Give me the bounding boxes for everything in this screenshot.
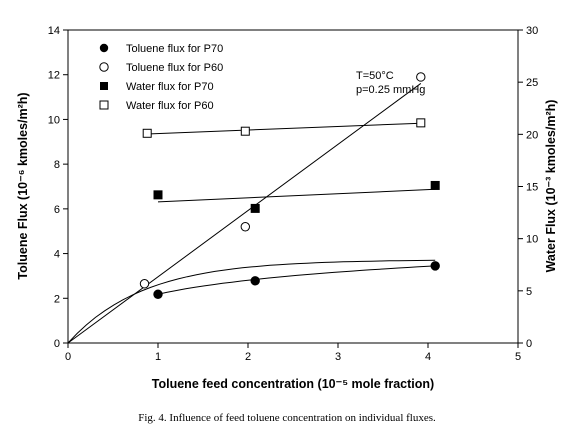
y-right-tick-label: 25 [526,77,538,89]
fit-line [67,83,422,344]
data-point-toluene-p70 [153,289,163,299]
y-right-tick-label: 0 [526,338,532,350]
fit-lines [67,83,436,344]
fit-curve [157,265,436,295]
legend-marker-filled-square [100,82,108,90]
y-right-tick-label: 20 [526,129,538,141]
x-tick-label: 0 [65,351,71,363]
annotation-pressure: p=0.25 mmHg [356,84,425,96]
x-tick-label: 5 [515,351,521,363]
annotation-temperature: T=50°C [356,70,394,82]
data-markers [139,72,440,299]
legend-label: Water flux for P60 [126,100,214,112]
fit-curve [67,259,436,344]
data-point-toluene-p70 [430,261,440,271]
legend-label: Water flux for P70 [126,81,214,93]
x-tick-label: 1 [155,351,161,363]
y-left-tick-label: 2 [54,293,60,305]
x-tick-label: 2 [245,351,251,363]
y-axis-right-label: Water Flux (10⁻³ kmoles/m²h) [544,100,558,273]
fit-line [147,122,421,135]
data-point-water-p70 [250,203,260,213]
x-tick-label: 4 [425,351,431,363]
data-point-water-p70 [153,190,163,200]
legend-marker-open-circle [99,62,109,72]
legend-marker-open-square [99,100,109,110]
data-point-toluene-p70 [250,276,260,286]
data-point-water-p60 [142,128,152,138]
y-left-tick-label: 8 [54,159,60,171]
plot-border [67,29,519,344]
y-left-tick-label: 14 [48,25,60,37]
y-right-tick-label: 5 [526,286,532,298]
data-point-water-p60 [416,118,426,128]
y-right-tick-label: 15 [526,182,538,194]
legend-marker-filled-circle [99,43,109,53]
y-right-tick-label: 30 [526,25,538,37]
figure-caption: Fig. 4. Influence of feed toluene concen… [138,412,436,424]
legend-label: Toluene flux for P70 [126,43,223,55]
x-tick-label: 3 [335,351,341,363]
data-point-water-p60 [240,126,250,136]
data-point-toluene-p60 [240,222,251,232]
legend: Toluene flux for P70 Toluene flux for P60… [99,43,223,112]
y-left-tick-label: 12 [48,70,60,82]
y-axis-left-label: Toluene Flux (10⁻⁶ kmoles/m²h) [16,92,30,279]
data-point-toluene-p60 [139,279,150,289]
y-left-tick-label: 10 [48,114,60,126]
data-point-water-p70 [430,180,440,190]
x-axis-label: Toluene feed concentration (10⁻⁵ mole fr… [152,377,434,391]
y-left-tick-label: 4 [54,249,60,261]
legend-label: Toluene flux for P60 [126,62,223,74]
y-left-tick-label: 6 [54,204,60,216]
data-point-toluene-p60 [416,72,426,82]
y-left-tick-label: 0 [54,338,60,350]
fit-line [157,188,436,203]
plot-frame [67,29,519,344]
y-right-tick-label: 10 [526,234,538,246]
